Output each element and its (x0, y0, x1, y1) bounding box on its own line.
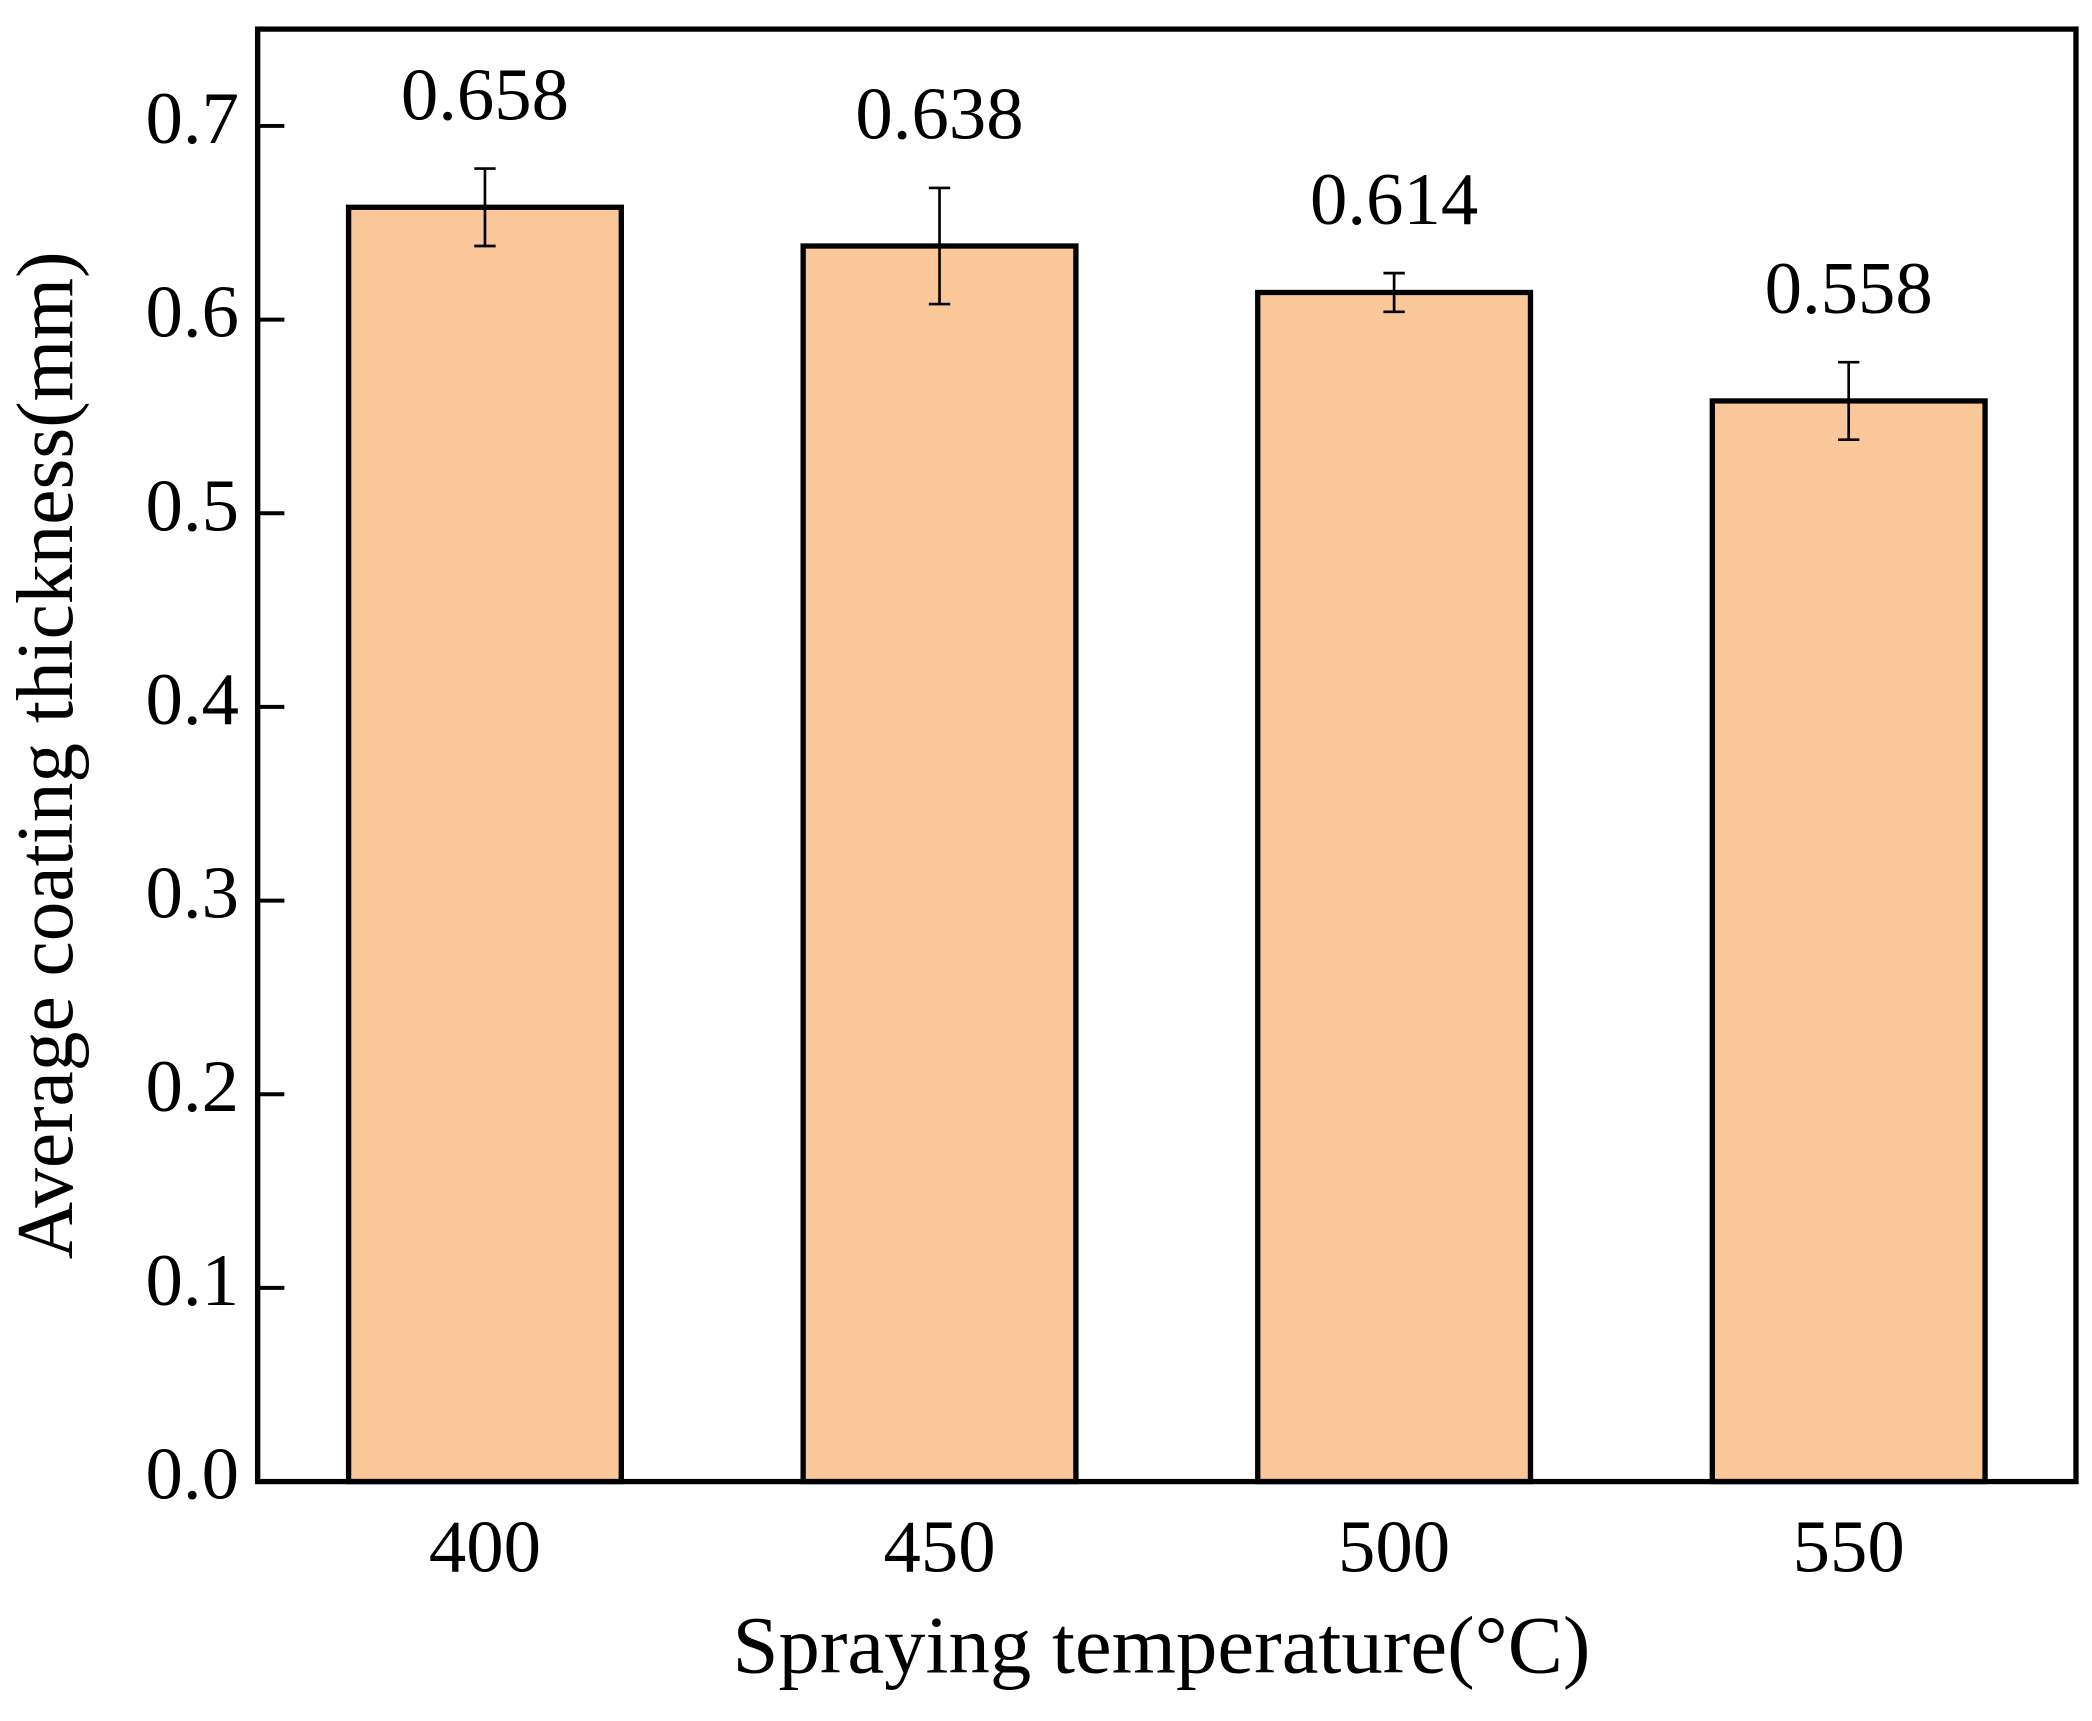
data-label: 0.558 (1765, 248, 1933, 330)
y-tick-label: 0.2 (146, 1047, 239, 1129)
y-tick-label: 0.7 (146, 78, 239, 160)
bar (800, 243, 1079, 1485)
error-bar (928, 186, 951, 306)
x-axis-title: Spraying temperature(°C) (732, 1600, 1590, 1691)
y-tick-label: 0.0 (146, 1434, 239, 1516)
x-tick-label: 500 (1338, 1507, 1450, 1589)
x-tick-label: 400 (429, 1507, 541, 1589)
y-tick-label: 0.6 (146, 272, 239, 354)
y-tick-label: 0.5 (146, 466, 239, 548)
error-bar (474, 167, 496, 248)
error-bar (1383, 271, 1405, 314)
data-label: 0.658 (401, 55, 569, 137)
y-tick-label: 0.4 (146, 659, 239, 741)
bar (1255, 289, 1534, 1485)
x-tick-label: 450 (883, 1507, 995, 1589)
plot-frame (254, 26, 2079, 1485)
data-label: 0.638 (855, 74, 1023, 156)
x-tick-label: 550 (1793, 1507, 1905, 1589)
y-tick-label: 0.3 (146, 853, 239, 935)
bar (1709, 398, 1988, 1485)
data-label: 0.614 (1310, 159, 1478, 241)
y-tick-label: 0.1 (146, 1240, 239, 1322)
error-bar (1838, 360, 1860, 441)
bar (345, 204, 624, 1485)
y-axis-title: Average coating thickness(mm) (1, 251, 89, 1259)
